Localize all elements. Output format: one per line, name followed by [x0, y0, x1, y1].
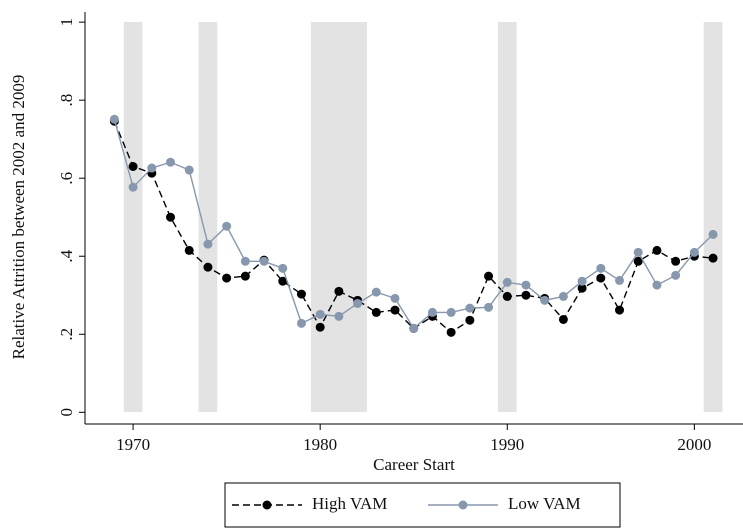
x-tick-label: 2000 — [677, 435, 711, 454]
data-point — [465, 315, 475, 325]
data-point — [671, 256, 681, 266]
y-axis-label: Relative Attrition between 2002 and 2009 — [9, 75, 28, 360]
data-point — [633, 256, 643, 266]
data-point — [222, 221, 232, 231]
data-point — [708, 253, 718, 263]
data-point — [371, 307, 381, 317]
legend-label: Low VAM — [508, 494, 581, 513]
data-point — [203, 262, 213, 272]
data-point — [240, 256, 250, 266]
data-point — [128, 182, 138, 192]
x-axis-label: Career Start — [373, 455, 455, 474]
data-point — [166, 157, 176, 167]
x-tick-label: 1990 — [490, 435, 524, 454]
data-point — [540, 295, 550, 305]
x-tick-label: 1970 — [116, 435, 150, 454]
data-point — [390, 305, 400, 315]
y-tick-label: .2 — [57, 328, 76, 341]
data-point — [409, 323, 419, 333]
data-point — [446, 327, 456, 337]
y-tick-label: .8 — [57, 94, 76, 107]
shaded-region — [703, 22, 723, 412]
data-point — [652, 245, 662, 255]
data-point — [671, 270, 681, 280]
data-point — [296, 289, 306, 299]
legend-label: High VAM — [312, 494, 387, 513]
data-point — [334, 286, 344, 296]
data-point — [278, 276, 288, 286]
data-point — [184, 245, 194, 255]
data-point — [689, 247, 699, 257]
data-point — [353, 298, 363, 308]
data-point — [502, 277, 512, 287]
data-point — [577, 283, 587, 293]
shaded-region — [497, 22, 517, 412]
data-point — [203, 239, 213, 249]
shaded-region — [198, 22, 218, 412]
data-point — [147, 163, 157, 173]
shaded-region — [310, 22, 367, 412]
data-point — [558, 291, 568, 301]
data-point — [615, 275, 625, 285]
shaded-region — [123, 22, 143, 412]
x-tick-label: 1980 — [303, 435, 337, 454]
data-point — [558, 314, 568, 324]
data-point — [427, 307, 437, 317]
data-point — [184, 165, 194, 175]
data-point — [259, 256, 269, 266]
data-point — [128, 162, 138, 171]
data-point — [652, 280, 662, 290]
data-point — [484, 271, 494, 281]
data-point — [633, 247, 643, 257]
data-point — [577, 276, 587, 286]
data-point — [315, 322, 325, 332]
data-point — [446, 307, 456, 317]
y-tick-label: 0 — [57, 408, 76, 417]
legend-marker — [262, 500, 272, 510]
y-tick-label: .4 — [57, 249, 76, 262]
data-point — [521, 280, 531, 290]
data-point — [465, 303, 475, 313]
data-point — [334, 311, 344, 321]
data-point — [278, 263, 288, 273]
data-point — [708, 229, 718, 239]
legend-marker — [458, 500, 468, 510]
data-point — [166, 212, 176, 222]
data-point — [371, 287, 381, 297]
data-point — [222, 273, 232, 283]
data-point — [521, 290, 531, 300]
data-point — [596, 263, 606, 273]
data-point — [109, 114, 119, 124]
y-tick-label: .6 — [57, 172, 76, 185]
data-point — [296, 318, 306, 328]
data-point — [315, 309, 325, 319]
data-point — [390, 293, 400, 303]
data-point — [615, 305, 625, 315]
data-point — [502, 291, 512, 301]
y-tick-label: 1 — [57, 18, 76, 27]
data-point — [596, 273, 606, 283]
data-point — [240, 271, 250, 281]
legend-box — [224, 482, 621, 528]
data-point — [484, 302, 494, 312]
